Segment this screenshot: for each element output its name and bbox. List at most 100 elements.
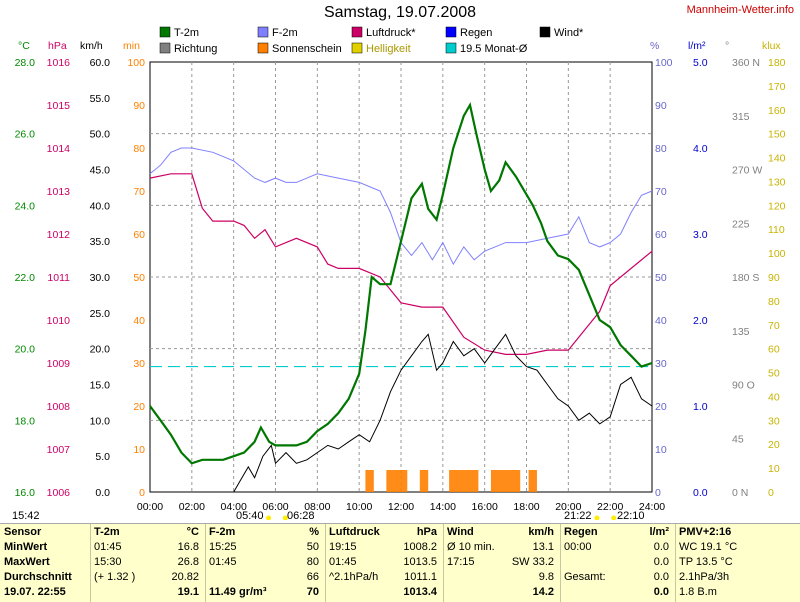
plot-area [149,61,653,493]
x-tick: 14:00 [430,501,456,513]
sun-axis-tick: 60 [133,229,145,241]
wind-axis-tick: 25.0 [90,308,111,320]
sunshine-bar [528,470,537,492]
pressure-axis-tick: 1013 [47,186,71,198]
sunrise-label: 05:40 [236,510,264,522]
temp-axis-tick: 26.0 [15,129,36,141]
table-row: 01:45 1013.5 [329,556,437,568]
lux-axis-tick: 0 [768,487,774,499]
wind-axis-tick: 55.0 [90,93,111,105]
rain-axis-tick: 2.0 [693,315,708,327]
table-row: 15:30 26.8 [94,556,199,568]
table-row: 17:15 SW 33.2 [447,556,554,568]
direction-axis-tick: 0 N [732,487,748,499]
legend-swatch [445,42,457,54]
row-label: Durchschnitt [4,571,72,583]
humidity-axis-tick: 70 [655,186,667,198]
direction-axis-tick: 225 [732,218,750,230]
table-row: 1.8 B.m [679,586,717,598]
legend-swatch [159,42,171,54]
table-row: 0.0 [653,586,669,598]
lux-axis-tick: 80 [768,296,780,308]
status-bar: 15:42 05:40 06:28 21:22 22:10 [0,510,800,522]
humidity-line [149,147,653,266]
legend-swatch [539,26,551,38]
x-tick: 16:00 [472,501,498,513]
pressure-axis-tick: 1009 [47,358,71,370]
pressure-axis-tick: 1011 [47,272,70,284]
sun-axis-tick: 70 [133,186,145,198]
lux-axis-tick: 170 [768,81,786,93]
legend-label: T-2m [174,27,199,39]
table-row: 15:25 50 [209,541,319,553]
humidity-axis-tick: 0 [655,487,661,499]
table-row: 1013.4 [403,586,437,598]
x-tick: 12:00 [388,501,414,513]
direction-axis-unit: ° [725,40,729,52]
rain-column: Regen l/m² 00:00 0.0 0.0 Gesamt: 0.0 0.0 [560,524,676,602]
lux-axis-tick: 50 [768,368,780,380]
lux-axis-tick: 160 [768,105,786,117]
sun-axis-tick: 30 [133,358,145,370]
sun-axis-unit: min [123,40,140,52]
table-row: 19:15 1008.2 [329,541,437,553]
rain-axis-tick: 4.0 [693,143,708,155]
direction-axis-tick: 270 W [732,165,762,177]
lux-axis-tick: 110 [768,224,785,236]
lux-axis-tick: 60 [768,344,780,356]
legend-swatch [159,26,171,38]
wind-axis-tick: 10.0 [90,415,111,427]
table-row: WC 19.1 °C [679,541,738,553]
humidity-axis-tick: 40 [655,315,667,327]
temperature-line [149,101,653,465]
legend-label: 19.5 Monat-Ø [460,43,528,55]
pressure-axis-tick: 1014 [47,143,71,155]
x-tick: 20:00 [555,501,581,513]
humidity-axis-tick: 60 [655,229,667,241]
lux-axis-tick: 100 [768,248,786,260]
pressure-column: Luftdruck hPa 19:15 1008.2 01:45 1013.5 ^2.… [325,524,444,602]
legend-label: Sonnenschein [272,43,342,55]
temp-axis-tick: 18.0 [15,415,36,427]
legend-label: Regen [460,27,492,39]
wind-axis-tick: 15.0 [90,380,111,392]
direction-axis-tick: 45 [732,433,744,445]
wind-axis-unit: km/h [80,40,103,52]
legend-label: Luftdruck* [366,27,416,39]
legend-label: Wind* [554,27,584,39]
wind-axis-tick: 45.0 [90,165,111,177]
rain-axis-tick: 3.0 [693,229,708,241]
lux-axis-tick: 120 [768,200,786,212]
pressure-axis-tick: 1012 [47,229,71,241]
t2m-header: T-2m °C [94,526,199,538]
stats-table: Sensor MinWert MaxWert Durchschnitt 19.0… [0,523,800,602]
table-row: 11.49 gr/m³ 70 [209,586,319,598]
lux-axis-tick: 150 [768,129,786,141]
site-name[interactable]: Mannheim-Wetter.info [686,4,794,16]
sensor-column: Sensor MinWert MaxWert Durchschnitt 19.0… [0,524,91,602]
pressure-axis-tick: 1008 [47,401,71,413]
sunset-label: 21:22 [564,510,592,522]
legend-swatch [351,26,363,38]
table-row: (+ 1.32 ) 20.82 [94,571,199,583]
wind-line [233,333,653,493]
sunshine-bar [419,470,429,492]
pressure-axis-tick: 1015 [47,100,71,112]
rain-axis-unit: l/m² [688,40,706,52]
sensor-header: Sensor [4,526,42,538]
lux-axis-tick: 30 [768,415,780,427]
direction-axis-tick: 360 N [732,57,760,69]
sunrise-label-2: 06:28 [287,510,315,522]
table-row: TP 13.5 °C [679,556,733,568]
row-label: MinWert [4,541,48,553]
humidity-axis-tick: 100 [655,57,673,69]
wind-column: Wind km/h Ø 10 min. 13.1 17:15 SW 33.2 9.8 … [443,524,561,602]
x-tick: 08:00 [304,501,330,513]
f2m-column: F-2m% 15:25 50 01:45 80 66 11.49 gr/m³ 70 [205,524,326,602]
x-tick: 06:00 [262,501,288,513]
table-row: 66 [306,571,319,583]
table-row: Gesamt: 0.0 [564,571,669,583]
rain-axis-tick: 1.0 [693,401,708,413]
sunshine-bar [449,470,479,492]
sun-axis-tick: 40 [133,315,145,327]
